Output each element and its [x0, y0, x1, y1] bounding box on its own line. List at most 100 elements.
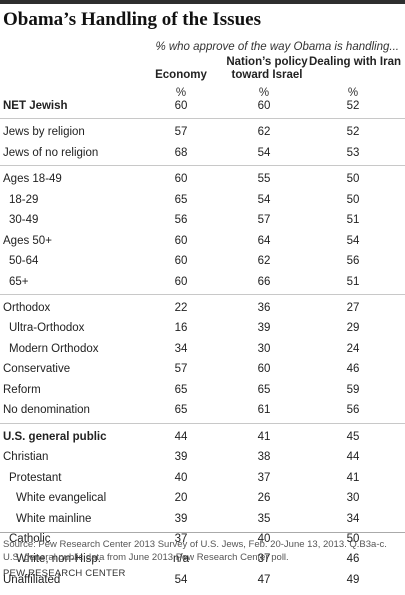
table-row: Ultra-Orthodox 16 39 29 — [0, 318, 405, 338]
group-divider — [0, 165, 405, 166]
row-value: 49 — [346, 574, 360, 586]
table-body: NET Jewish 60 60 52 Jews by religion 57 62 52 Je… — [0, 96, 405, 586]
table-row: NET Jewish 60 60 52 — [0, 96, 405, 116]
row-value: 22 — [174, 302, 188, 314]
row-value: 60 — [174, 173, 188, 185]
table-row: Unaffiliated 54 47 49 — [0, 570, 405, 590]
row-value: 66 — [257, 276, 271, 288]
row-value: 34 — [346, 513, 360, 525]
row-value: 57 — [174, 363, 188, 375]
brand-label: PEW RESEARCH CENTER — [3, 568, 126, 579]
row-value: 40 — [174, 472, 188, 484]
source-note: Source: Pew Research Center 2013 Survey … — [3, 539, 387, 563]
row-value: 61 — [257, 404, 271, 416]
column-header-economy: Economy — [155, 69, 207, 81]
table-row: Ages 18-49 60 55 50 — [0, 169, 405, 189]
row-value: 50 — [346, 194, 360, 206]
table-row: Jews by religion 57 62 52 — [0, 122, 405, 142]
row-label: No denomination — [3, 404, 90, 416]
row-label: Jews of no religion — [3, 147, 99, 159]
row-value: 65 — [174, 404, 188, 416]
row-value: 30 — [257, 343, 271, 355]
row-label: Unaffiliated — [3, 574, 61, 586]
table-row: 18-29 65 54 50 — [0, 190, 405, 210]
row-value: 56 — [346, 404, 360, 416]
row-value: 56 — [346, 255, 360, 267]
row-value: 65 — [257, 384, 271, 396]
table-row: No denomination 65 61 56 — [0, 400, 405, 420]
row-value: 36 — [257, 302, 271, 314]
row-label: Ages 50+ — [3, 235, 52, 247]
top-rule — [0, 0, 405, 4]
column-header-israel: Nation’s policy toward Israel — [226, 56, 308, 81]
table-row: Orthodox 22 36 27 — [0, 298, 405, 318]
row-label: 50-64 — [9, 255, 39, 267]
row-value: 37 — [174, 533, 188, 545]
row-label: Orthodox — [3, 302, 51, 314]
row-label: NET Jewish — [3, 100, 68, 112]
row-value: 54 — [174, 574, 188, 586]
row-value: 44 — [346, 451, 360, 463]
group-divider — [0, 423, 405, 424]
row-label: Ultra-Orthodox — [9, 322, 85, 334]
row-value: 46 — [346, 553, 360, 565]
row-value: 59 — [346, 384, 360, 396]
row-value: 52 — [346, 126, 360, 138]
row-value: 39 — [174, 513, 188, 525]
row-value: 50 — [346, 173, 360, 185]
table-row: Ages 50+ 60 64 54 — [0, 231, 405, 251]
row-value: 40 — [257, 533, 271, 545]
row-value: 53 — [346, 147, 360, 159]
table-row: U.S. general public 44 41 45 — [0, 427, 405, 447]
row-value: 52 — [346, 100, 360, 112]
row-label: Conservative — [3, 363, 71, 375]
row-value: 60 — [174, 235, 188, 247]
row-value: 60 — [174, 100, 188, 112]
table-row: Reform 65 65 59 — [0, 380, 405, 400]
row-value: 16 — [174, 322, 188, 334]
row-value: 57 — [257, 214, 271, 226]
row-value: 60 — [257, 100, 271, 112]
unit-label-israel: % — [258, 87, 270, 99]
row-value: 44 — [174, 431, 188, 443]
table-row: Christian 39 38 44 — [0, 447, 405, 467]
row-value: 30 — [346, 492, 360, 504]
row-value: 60 — [174, 276, 188, 288]
row-label: U.S. general public — [3, 431, 107, 443]
chart-title: Obama’s Handling of the Issues — [3, 9, 261, 30]
row-value: 37 — [257, 472, 271, 484]
row-label: Catholic — [9, 533, 51, 545]
table-row: 30-49 56 57 51 — [0, 210, 405, 230]
row-value: 39 — [257, 322, 271, 334]
row-label: 30-49 — [9, 214, 39, 226]
table-row: White evangelical 20 26 30 — [0, 488, 405, 508]
row-label: White evangelical — [16, 492, 107, 504]
row-label: White, non-Hisp. — [16, 553, 102, 565]
table-row: Conservative 57 60 46 — [0, 359, 405, 379]
row-value: 29 — [346, 322, 360, 334]
table-row: White, non-Hisp. n/a 37 46 — [0, 549, 405, 569]
row-value: 64 — [257, 235, 271, 247]
row-value: 51 — [346, 214, 360, 226]
row-label: Jews by religion — [3, 126, 85, 138]
row-label: 65+ — [9, 276, 29, 288]
row-value: 27 — [346, 302, 360, 314]
unit-label-economy: % — [175, 87, 187, 99]
row-value: 38 — [257, 451, 271, 463]
table-row: White mainline 39 35 34 — [0, 509, 405, 529]
row-value: 54 — [257, 194, 271, 206]
row-label: 18-29 — [9, 194, 39, 206]
table-row: 65+ 60 66 51 — [0, 272, 405, 292]
row-label: Ages 18-49 — [3, 173, 62, 185]
row-value: 45 — [346, 431, 360, 443]
row-value: 57 — [174, 126, 188, 138]
row-value: 62 — [257, 255, 271, 267]
row-value: 65 — [174, 194, 188, 206]
table-row: Jews of no religion 68 54 53 — [0, 143, 405, 163]
row-value: 39 — [174, 451, 188, 463]
row-value: 37 — [257, 553, 271, 565]
row-value: 50 — [346, 533, 360, 545]
unit-label-iran: % — [347, 87, 359, 99]
row-value: 54 — [257, 147, 271, 159]
row-value: 41 — [257, 431, 271, 443]
